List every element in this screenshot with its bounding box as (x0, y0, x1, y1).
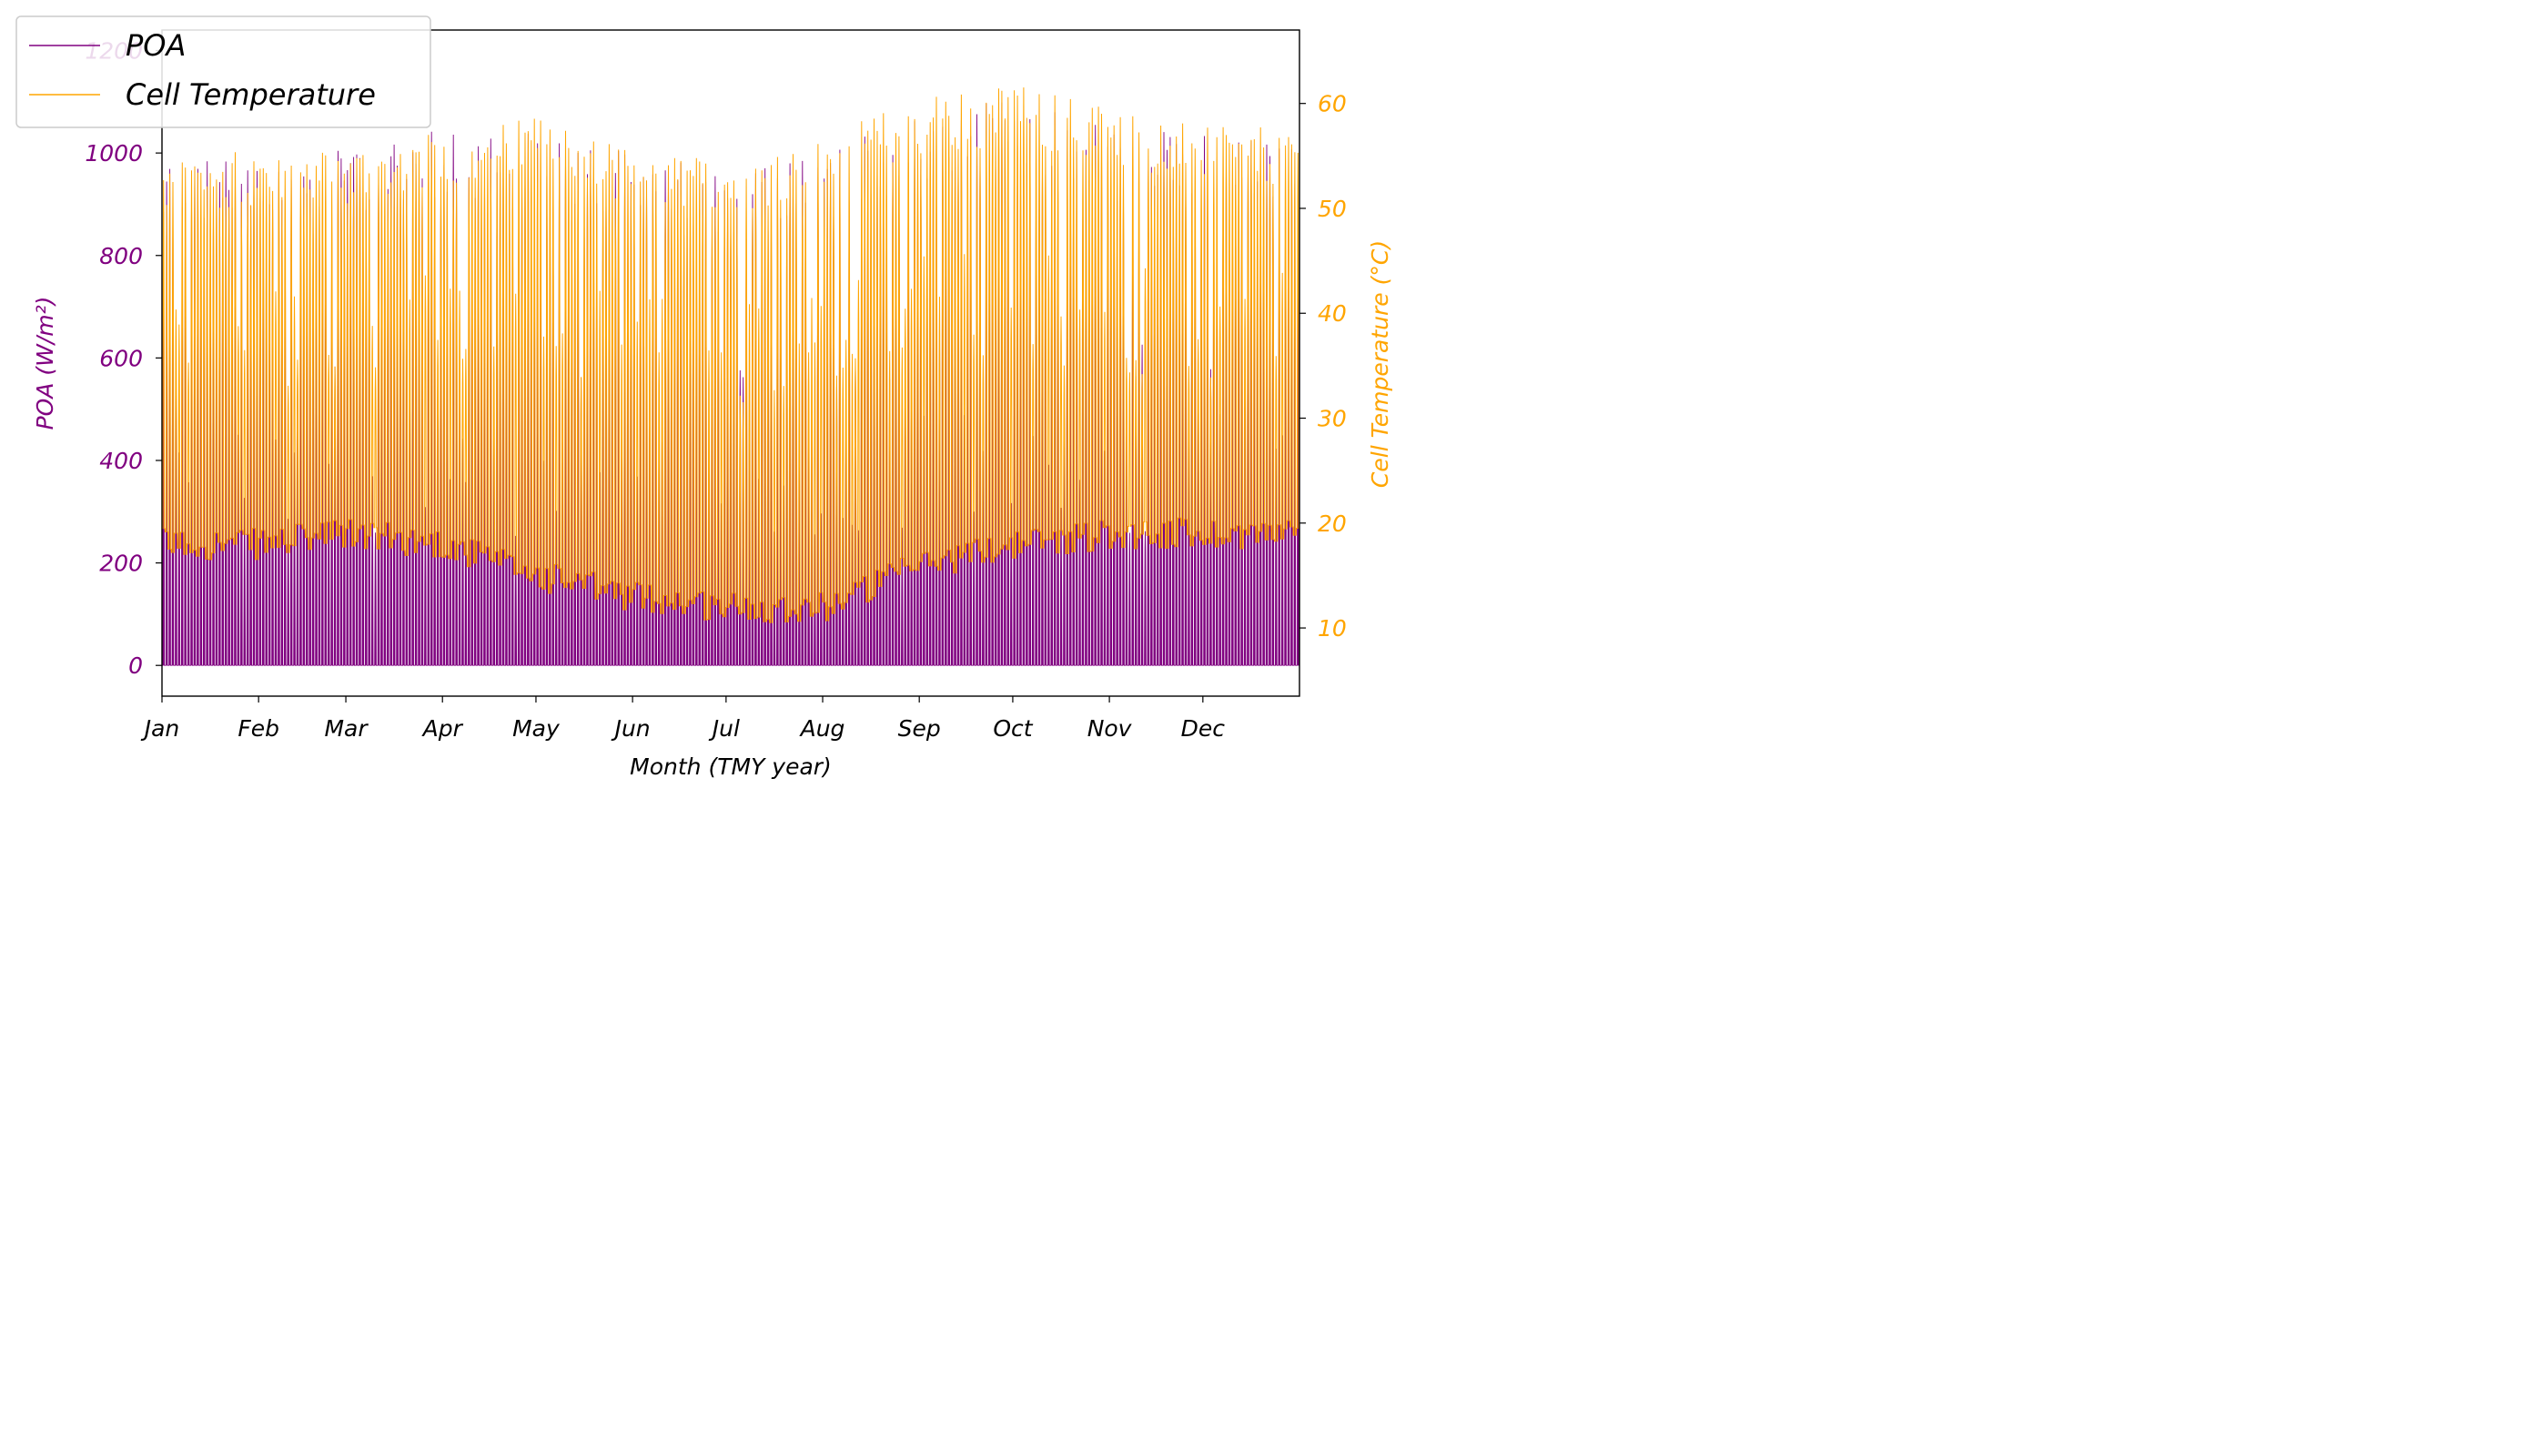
x-axis: Jan Feb Mar Apr May Jun Jul Aug Sep Oct Nov Dec (140, 696, 1226, 742)
cell-temperature-series-line (162, 87, 1299, 623)
x-tick-label-11: Dec (1181, 715, 1226, 742)
right-tick-label-0: 10 (1318, 615, 1347, 642)
right-tick-label-1: 20 (1318, 511, 1347, 537)
x-tick-label-5: Jun (611, 715, 651, 742)
left-y-axis-title: POA (W/m²) (32, 297, 58, 430)
x-axis-title: Month (TMY year) (630, 753, 832, 780)
legend-label-poa: POA (126, 28, 186, 63)
legend-label-cell-temperature: Cell Temperature (126, 77, 376, 112)
x-tick-label-1: Feb (238, 715, 279, 742)
x-tick-label-9: Oct (993, 715, 1033, 742)
left-tick-label-0: 0 (128, 652, 143, 679)
left-y-axis: 020040060080010001200 (85, 38, 162, 679)
chart: Jan Feb Mar Apr May Jun Jul Aug Sep Oct Nov Dec 0 20… (15, 15, 1393, 780)
right-tick-label-2: 30 (1318, 406, 1347, 432)
x-tick-label-8: Sep (898, 715, 941, 742)
plot-area (162, 87, 1299, 666)
x-tick-label-7: Aug (799, 715, 845, 742)
right-tick-label-3: 40 (1318, 300, 1347, 327)
left-tick-label-2: 400 (99, 448, 143, 474)
x-tick-label-10: Nov (1087, 715, 1133, 742)
poa-series-fill (162, 102, 1299, 666)
left-tick-label-5: 1000 (85, 140, 143, 167)
x-tick-label-4: May (512, 715, 561, 742)
left-tick-label-3: 600 (99, 345, 143, 371)
right-tick-label-5: 60 (1318, 91, 1347, 117)
x-tick-label-3: Apr (421, 715, 464, 742)
right-y-axis-title: Cell Temperature (°C) (1367, 240, 1393, 488)
right-y-axis: 10 20 30 40 50 60 (1299, 91, 1347, 642)
legend: POA Cell Temperature (15, 15, 431, 128)
x-tick-label-2: Mar (324, 715, 369, 742)
left-tick-label-4: 800 (99, 243, 143, 269)
right-tick-label-4: 50 (1318, 196, 1347, 222)
legend-box (15, 15, 431, 128)
left-tick-label-1: 200 (99, 551, 143, 577)
plot-frame (161, 29, 1300, 697)
x-tick-label-6: Jul (708, 715, 740, 742)
x-tick-label-0: Jan (140, 715, 180, 742)
